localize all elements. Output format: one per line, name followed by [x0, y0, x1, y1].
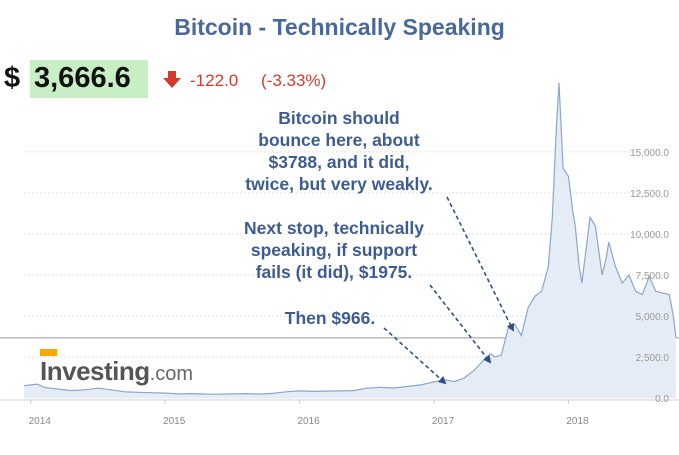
y-tick-label: 2,500.0 — [636, 353, 670, 364]
x-tick-label: 2014 — [29, 416, 52, 427]
x-tick-label: 2016 — [297, 416, 320, 427]
price-change: -122.0 — [190, 71, 239, 90]
currency-symbol: $ — [4, 62, 21, 94]
x-tick-label: 2018 — [566, 416, 589, 427]
annotation-then: Then $966. — [270, 307, 390, 329]
logo-accent-bar — [40, 349, 57, 356]
investing-logo: Investing.com — [40, 349, 193, 387]
series-line — [23, 82, 677, 395]
annotation-line: Then $966. — [284, 308, 376, 328]
arrow-down-icon — [162, 71, 182, 94]
annotation-bounce: Bitcoin should bounce here, about $3788,… — [224, 107, 454, 195]
series-area — [24, 82, 676, 399]
y-tick-label: 5,000.0 — [636, 312, 670, 323]
annotation-line: Bitcoin should — [278, 108, 400, 128]
annotation-arrow — [446, 196, 514, 332]
annotation-line: Next stop, technically — [244, 218, 424, 238]
y-tick-label: 12,500.0 — [630, 189, 669, 200]
x-tick-label: 2017 — [432, 416, 455, 427]
chart-title: Bitcoin - Technically Speaking — [174, 14, 505, 40]
annotation-next-stop: Next stop, technically speaking, if supp… — [214, 217, 454, 283]
current-price: 3,666.6 — [34, 62, 131, 94]
y-tick-label: 15,000.0 — [630, 148, 669, 159]
annotation-arrow — [383, 327, 447, 385]
price-highlight — [30, 60, 148, 98]
y-tick-label: 10,000.0 — [630, 230, 669, 241]
annotation-line: twice, but very weakly. — [245, 174, 433, 194]
annotation-arrow — [429, 284, 492, 364]
y-tick-label: 0.0 — [655, 394, 669, 405]
y-tick-label: 7,500.0 — [636, 271, 670, 282]
x-tick-label: 2015 — [163, 416, 186, 427]
annotation-line: $3788, and it did, — [268, 152, 410, 172]
annotation-line: bounce here, about — [258, 130, 420, 150]
price-change-percent: (-3.33%) — [261, 71, 327, 90]
logo-text: Investing — [40, 356, 150, 386]
annotation-line: speaking, if support — [250, 240, 418, 260]
annotation-line: fails (it did), $1975. — [255, 262, 413, 282]
logo-suffix: .com — [149, 363, 193, 385]
